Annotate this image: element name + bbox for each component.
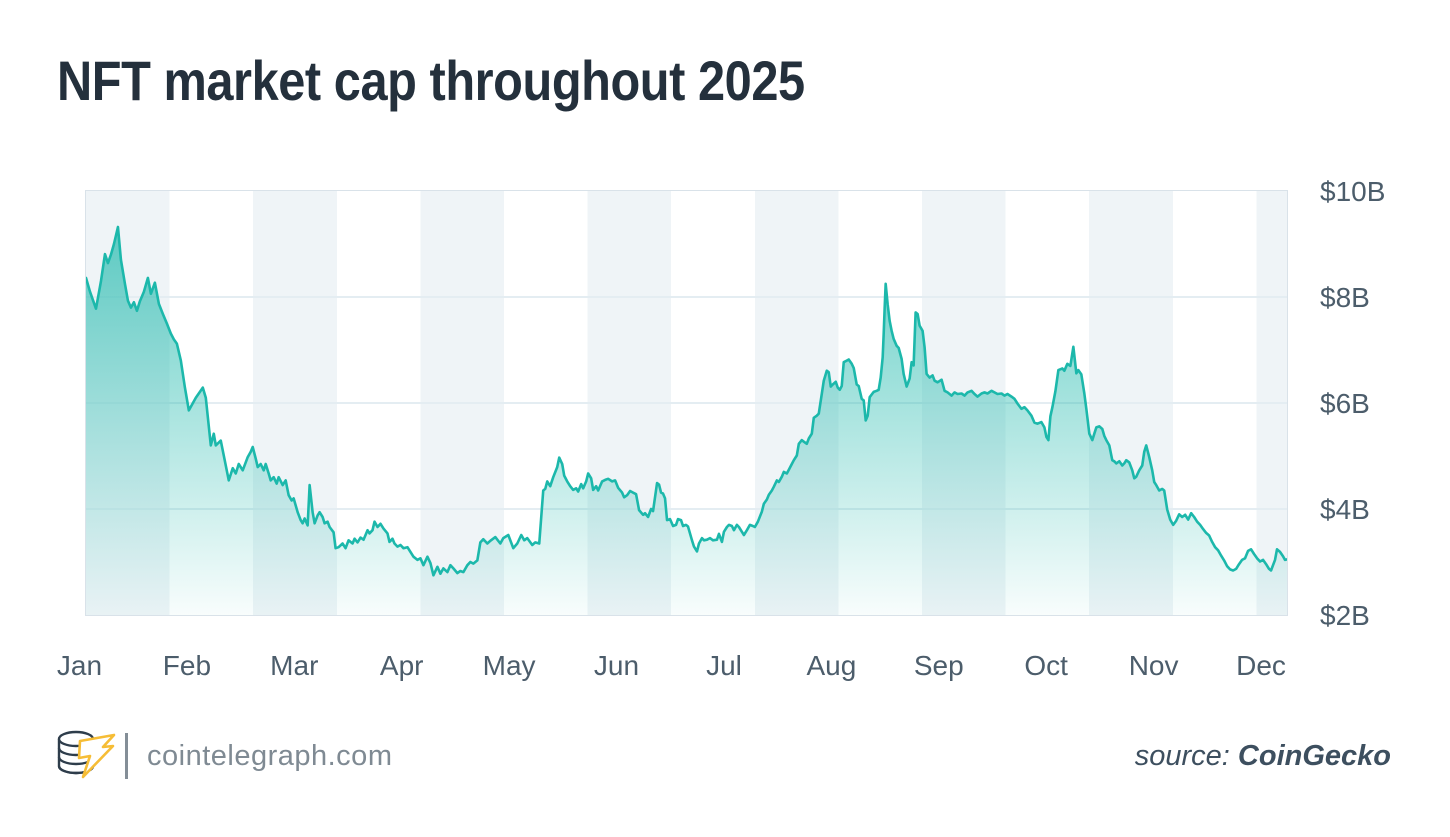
source-name: CoinGecko <box>1237 740 1391 772</box>
page-title: NFT market cap throughout 2025 <box>57 49 805 112</box>
market-cap-series-svg <box>86 225 1287 615</box>
x-axis-label-dec: Dec <box>1236 650 1286 681</box>
x-axis-label-sep: Sep <box>913 650 964 681</box>
brand-domain: cointelegraph.com <box>147 740 393 772</box>
x-axis-label-jan: Jan <box>56 650 103 681</box>
footer-divider <box>125 733 128 779</box>
gridline-4b <box>86 508 1287 510</box>
x-axis-label-oct: Oct <box>1024 650 1068 681</box>
y-axis-label: $10B <box>1320 176 1386 207</box>
plot-area <box>85 190 1288 616</box>
market-cap-line <box>86 225 1287 577</box>
source-label: source: <box>1134 740 1230 772</box>
x-axis-label-may: May <box>482 650 536 681</box>
x-axis-label-feb: Feb <box>162 650 212 681</box>
x-axis-label-mar: Mar <box>270 650 319 681</box>
y-axis-label: $8B <box>1320 282 1370 313</box>
x-axis-label-jun: Jun <box>593 650 640 681</box>
x-axis-label-aug: Aug <box>806 650 857 681</box>
x-axis-label-nov: Nov <box>1128 650 1179 681</box>
x-axis-label-jul: Jul <box>706 650 742 681</box>
cointelegraph-logo-icon <box>57 730 116 779</box>
gridline-6b <box>86 402 1287 404</box>
source-attribution: source: CoinGecko <box>1135 740 1391 773</box>
x-axis-label-apr: Apr <box>379 650 424 681</box>
y-axis-label: $2B <box>1320 600 1370 631</box>
lightning-bolt-icon <box>77 733 116 779</box>
area-fill <box>86 227 1287 615</box>
y-axis-label: $4B <box>1320 494 1370 525</box>
y-axis-label: $6B <box>1320 388 1370 419</box>
gridline-8b <box>86 296 1287 298</box>
